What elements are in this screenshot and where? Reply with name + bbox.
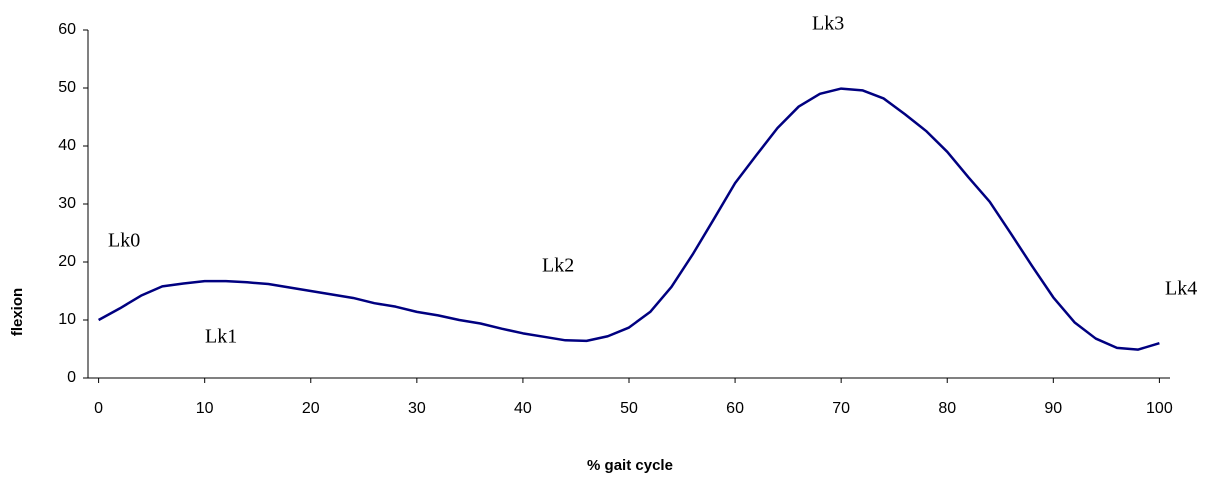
x-tick-label: 10 — [196, 400, 214, 417]
annotation: Lk0 — [108, 230, 140, 252]
x-tick-label: 60 — [726, 400, 744, 417]
line — [98, 87, 1160, 351]
y-tick-label: 20 — [58, 253, 76, 270]
x-tick-label: 100 — [1146, 400, 1173, 417]
y-tick-label: 40 — [58, 137, 76, 154]
annotation: Lk4 — [1165, 278, 1197, 300]
x-tick-label: 80 — [938, 400, 956, 417]
y-tick-label: 30 — [58, 195, 76, 212]
x-tick-label: 0 — [94, 400, 103, 417]
x-axis-label: % gait cycle — [587, 457, 673, 474]
annotation: Lk2 — [542, 255, 574, 277]
x-tick-label: 90 — [1044, 400, 1062, 417]
y-axis-label: flexion — [9, 288, 26, 336]
x-tick-label: 20 — [302, 400, 320, 417]
x-tick-label: 70 — [832, 400, 850, 417]
annotation: Lk1 — [205, 326, 237, 348]
annotation: Lk3 — [812, 13, 844, 35]
y-tick-label: 0 — [67, 369, 76, 386]
x-tick-label: 50 — [620, 400, 638, 417]
x-tick-label: 30 — [408, 400, 426, 417]
x-tick-label: 40 — [514, 400, 532, 417]
y-tick-label: 50 — [58, 79, 76, 96]
y-tick-label: 10 — [58, 311, 76, 328]
y-tick-label: 60 — [58, 21, 76, 38]
